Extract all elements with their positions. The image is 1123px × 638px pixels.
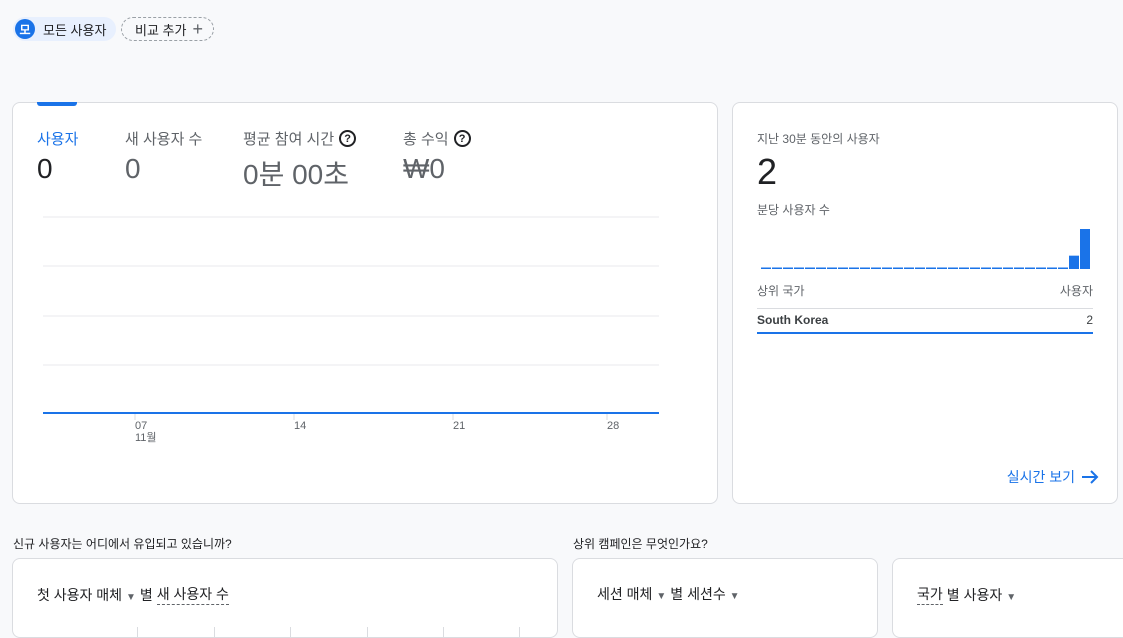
minute-bar[interactable] — [849, 267, 859, 270]
header-country: 상위 국가 — [757, 284, 805, 298]
x-month-label: 11월 — [135, 431, 157, 444]
by-label: 별 — [670, 586, 684, 602]
minute-bar[interactable] — [893, 267, 903, 270]
dimension-label: 첫 사용자 매체 — [37, 586, 123, 603]
minute-bar[interactable] — [904, 267, 914, 270]
minute-bar[interactable] — [827, 267, 837, 270]
metric-tab-users[interactable]: 사용자 0 — [37, 128, 78, 185]
dropdown-icon: ▼ — [125, 591, 136, 603]
per-minute-bar-chart — [761, 229, 1090, 270]
help-icon[interactable]: ? — [339, 130, 357, 147]
minute-bar[interactable] — [926, 267, 936, 270]
country-users: 2 — [1086, 313, 1093, 327]
minute-bar[interactable] — [838, 267, 848, 270]
metric-label: 사용자 — [37, 131, 79, 148]
minute-bar[interactable] — [816, 267, 826, 270]
dimension-label[interactable]: 국가 — [917, 584, 943, 605]
users-line-chart: 07 14 21 28 11월 — [43, 216, 659, 444]
minute-bar[interactable] — [937, 267, 947, 270]
minute-bar[interactable] — [981, 267, 991, 270]
dimension-label: 세션 매체 — [597, 586, 653, 602]
minute-bar[interactable] — [1069, 255, 1079, 269]
header-users: 사용자 — [1059, 284, 1093, 298]
minute-bar[interactable] — [915, 267, 925, 270]
metric-label: 사용자 — [963, 586, 1003, 603]
x-tick-label: 28 — [607, 420, 619, 432]
metric-tab-new-users[interactable]: 새 사용자 수 0 — [125, 128, 202, 185]
minute-bar[interactable] — [1003, 267, 1013, 270]
metric-label: 세션수 — [687, 586, 726, 602]
metric-selector[interactable]: 사용자 ▼ — [964, 585, 1016, 605]
active-tab-indicator — [37, 102, 77, 106]
segment-avatar: 모 — [15, 19, 35, 39]
metric-label[interactable]: 새 사용자 수 — [156, 584, 229, 605]
minute-bar[interactable] — [1047, 267, 1057, 270]
metric-value: ₩0 — [403, 153, 445, 184]
add-comparison-label: 비교 추가 — [135, 22, 187, 38]
minute-bar[interactable] — [860, 267, 870, 270]
minute-bar[interactable] — [772, 267, 782, 270]
x-tick-label: 14 — [294, 420, 306, 432]
minute-bar[interactable] — [1080, 229, 1090, 269]
metric-selector[interactable]: 세션수 ▼ — [687, 584, 739, 604]
dimension-selector[interactable]: 첫 사용자 매체 ▼ — [37, 585, 136, 605]
minute-bar[interactable] — [992, 267, 1002, 270]
view-realtime-label: 실시간 보기 — [1006, 469, 1075, 485]
minute-bar[interactable] — [970, 267, 980, 270]
minute-bar[interactable] — [882, 267, 892, 270]
metric-tab-engagement-time[interactable]: 평균 참여 시간? 0분 00초 — [243, 128, 357, 193]
dropdown-icon: ▼ — [656, 591, 667, 602]
section-title-campaigns: 상위 캠페인은 무엇인가요? — [573, 537, 708, 551]
realtime-value: 2 — [757, 151, 778, 192]
sessions-by-medium-card: 세션 매체 ▼ 별 세션수 ▼ — [572, 558, 878, 638]
metric-label: 새 사용자 수 — [125, 131, 203, 148]
minute-bar[interactable] — [1036, 267, 1046, 270]
minute-bar[interactable] — [1058, 267, 1068, 270]
minute-bar[interactable] — [783, 267, 793, 270]
minute-bar[interactable] — [805, 267, 815, 270]
realtime-card: 지난 30분 동안의 사용자 2 분당 사용자 수 상위 국가 사용자 Sout… — [732, 102, 1118, 504]
plus-icon: + — [192, 18, 203, 39]
overview-card: 사용자 0 새 사용자 수 0 평균 참여 시간? 0분 00초 총 수익? ₩… — [12, 102, 718, 504]
x-tick-label: 07 — [135, 420, 147, 432]
metric-tab-revenue[interactable]: 총 수익? ₩0 — [403, 128, 471, 185]
metric-value: 0 — [37, 153, 53, 184]
realtime-subtitle: 분당 사용자 수 — [757, 203, 830, 217]
add-comparison-button[interactable]: 비교 추가 + — [121, 17, 214, 41]
section-title-acquisition: 신규 사용자는 어디에서 유입되고 있습니까? — [13, 537, 232, 551]
minute-bar[interactable] — [871, 267, 881, 270]
segment-chip[interactable]: 모 모든 사용자 — [13, 17, 117, 41]
country-table-header: 상위 국가 사용자 — [757, 282, 1093, 309]
minute-bar[interactable] — [761, 267, 771, 270]
country-name: South Korea — [757, 313, 829, 327]
metric-label: 평균 참여 시간 — [243, 131, 335, 148]
table-row[interactable]: South Korea 2 — [757, 313, 1093, 334]
segment-label: 모든 사용자 — [43, 22, 107, 38]
minute-bar[interactable] — [959, 267, 969, 270]
view-realtime-link[interactable]: 실시간 보기 — [1007, 467, 1099, 487]
minute-bar[interactable] — [1025, 267, 1035, 270]
realtime-title: 지난 30분 동안의 사용자 — [757, 132, 880, 146]
by-label: 별 — [946, 586, 960, 603]
help-icon[interactable]: ? — [453, 130, 471, 147]
dropdown-icon: ▼ — [1006, 591, 1017, 603]
minute-bar[interactable] — [1014, 267, 1024, 270]
metric-label: 총 수익 — [403, 131, 449, 148]
users-by-country-card: 국가 별 사용자 ▼ — [892, 558, 1123, 638]
new-users-by-medium-card: 첫 사용자 매체 ▼ 별 새 사용자 수 — [12, 558, 558, 638]
minute-bar[interactable] — [948, 267, 958, 270]
arrow-right-icon — [1082, 470, 1099, 484]
dropdown-icon: ▼ — [729, 591, 740, 602]
metric-value: 0분 00초 — [243, 159, 350, 190]
dimension-selector[interactable]: 세션 매체 ▼ — [597, 584, 666, 604]
minute-bar[interactable] — [794, 267, 804, 270]
by-label: 별 — [139, 586, 153, 603]
metric-value: 0 — [125, 153, 141, 184]
x-tick-label: 21 — [453, 420, 465, 432]
